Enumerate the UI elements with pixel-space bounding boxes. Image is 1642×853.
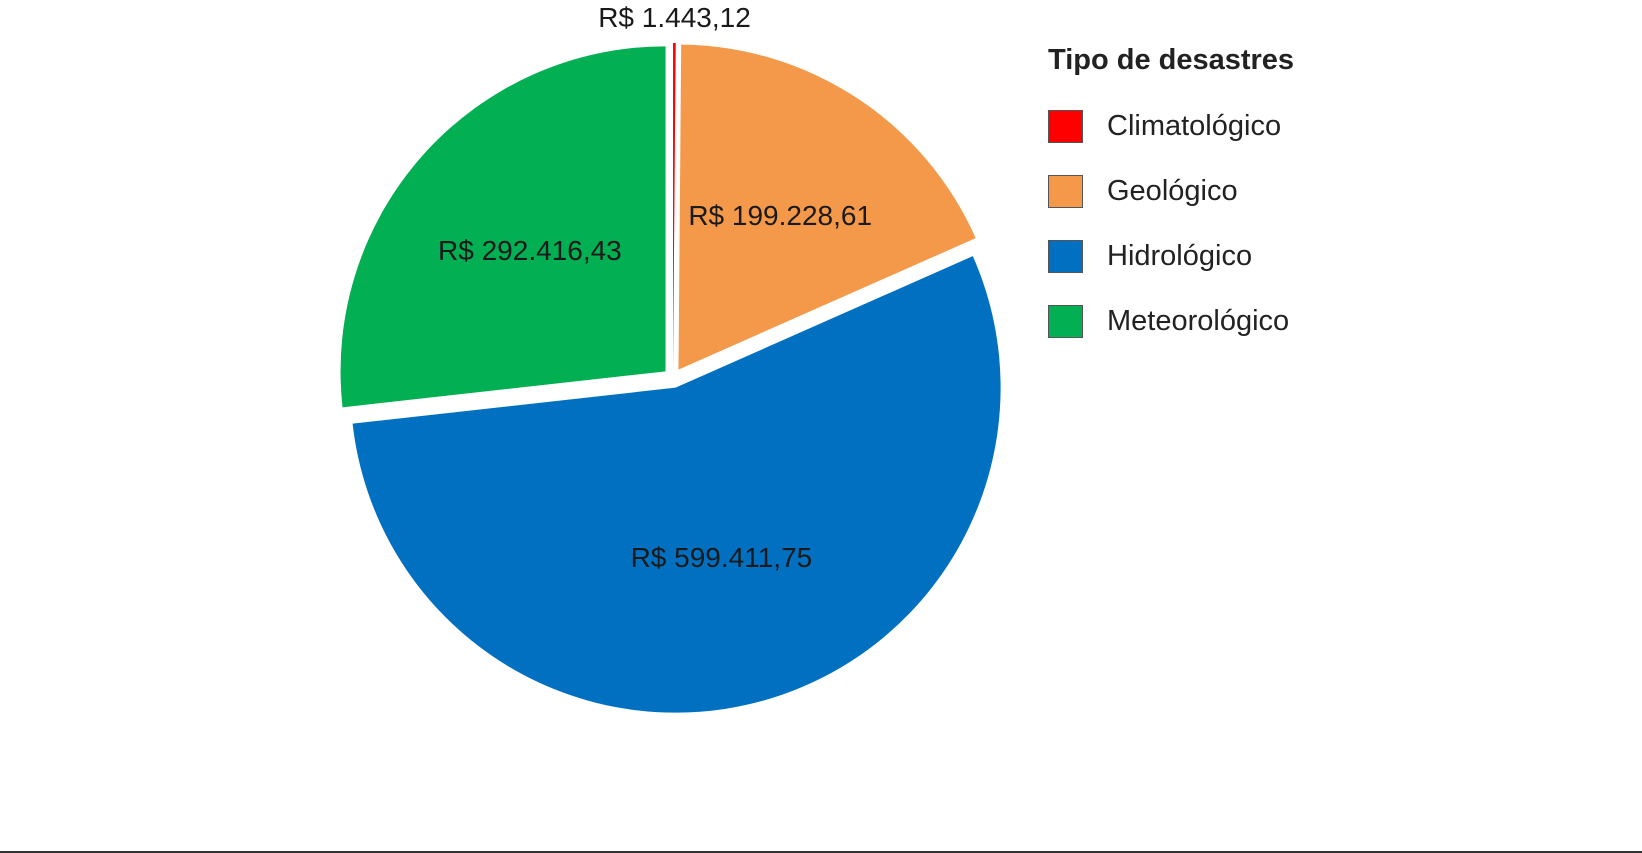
legend-item-hidrologico: Hidrológico xyxy=(1048,236,1294,276)
legend-swatch xyxy=(1048,239,1083,273)
legend-swatch xyxy=(1048,174,1083,208)
legend-item-meteorologico: Meteorológico xyxy=(1048,301,1294,341)
pie-slice-climatologico xyxy=(673,43,676,369)
legend-swatch xyxy=(1048,109,1083,143)
legend: Tipo de desastres Climatológico Geológic… xyxy=(1048,40,1294,366)
slice-value-label-geologico: R$ 199.228,61 xyxy=(688,200,872,231)
slice-value-label-meteorologico: R$ 292.416,43 xyxy=(438,235,622,266)
legend-label: Hidrológico xyxy=(1107,239,1253,272)
pie-labels: R$ 1.443,12 R$ 199.228,61 R$ 599.411,75 R$ … xyxy=(438,2,872,573)
slice-value-label-climatologico: R$ 1.443,12 xyxy=(598,2,751,33)
legend-swatch xyxy=(1048,304,1083,338)
legend-title: Tipo de desastres xyxy=(1048,44,1295,76)
pie-slice-geologico xyxy=(678,44,976,370)
pie-slices xyxy=(340,43,1001,713)
legend-item-geologico: Geológico xyxy=(1048,171,1294,211)
legend-item-climatologico: Climatológico xyxy=(1048,106,1294,146)
pie-slice-meteorologico xyxy=(340,46,666,408)
bottom-divider xyxy=(0,851,1642,853)
pie-slice-hidrologico xyxy=(352,256,1001,713)
slice-value-label-hidrologico: R$ 599.411,75 xyxy=(631,542,813,573)
legend-label: Geológico xyxy=(1107,174,1238,207)
legend-label: Climatológico xyxy=(1107,109,1282,142)
legend-label: Meteorológico xyxy=(1107,304,1290,337)
